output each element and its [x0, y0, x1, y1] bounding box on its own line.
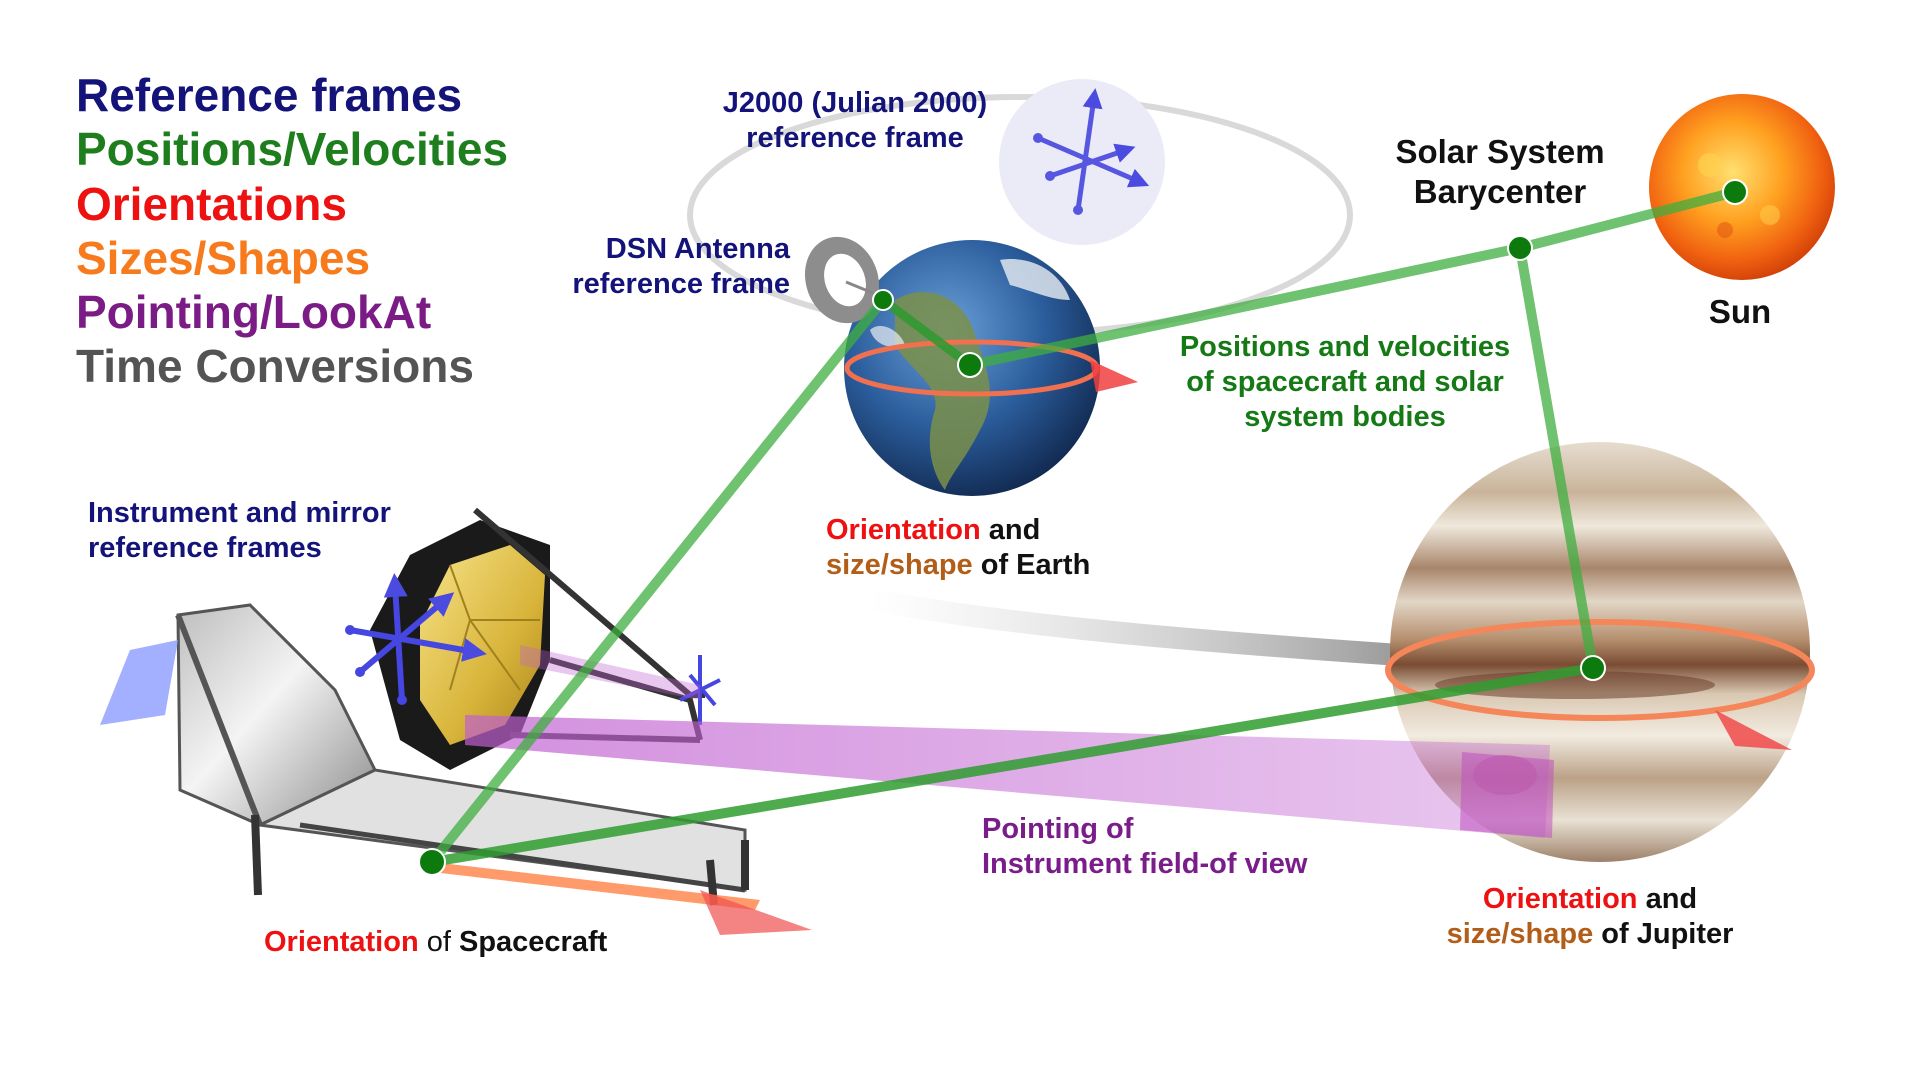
earth-orientation-ring — [844, 339, 1138, 397]
j2000-label-line1: J2000 (Julian 2000) — [722, 87, 988, 119]
positions-velocities-label: Positions and velocities of spacecraft a… — [1135, 330, 1555, 434]
node-barycenter — [1507, 235, 1533, 261]
posvel-line1: Positions and velocities — [1179, 331, 1511, 363]
node-earth — [957, 352, 983, 378]
earth-orientation-label: Orientation and size/shape of Earth — [826, 513, 1090, 583]
spacecraft-name: Spacecraft — [458, 926, 608, 958]
pointing-beam — [465, 715, 1550, 838]
pointing-footprint — [1460, 752, 1554, 838]
legend-pointing-lookat: Pointing/LookAt — [76, 286, 432, 338]
earth-orientation-line2: size/shape of Earth — [826, 548, 1090, 583]
barycenter-label: Solar System Barycenter — [1360, 132, 1640, 211]
legend-time-conversions: Time Conversions — [76, 340, 474, 392]
dsn-label: DSN Antenna reference frame — [520, 232, 790, 302]
spacecraft-orientation-word: Orientation — [264, 926, 419, 958]
line-spacecraft-to-dsn — [427, 295, 888, 867]
j2000-frame-icon — [999, 79, 1165, 245]
legend-positions-velocities: Positions/Velocities — [76, 123, 509, 175]
instrument-frame-arrows — [345, 573, 721, 725]
j2000-label: J2000 (Julian 2000) reference frame — [700, 86, 1010, 156]
j2000-label-line2: reference frame — [746, 121, 964, 154]
dsn-antenna-icon — [804, 236, 886, 324]
jupiter-and-word: and — [1637, 883, 1698, 915]
instrument-label: Instrument and mirror reference frames — [88, 496, 391, 566]
position-lines — [427, 187, 1740, 867]
spacecraft-sunshield — [100, 603, 749, 906]
instrument-label-line1: Instrument and mirror — [88, 497, 391, 529]
barycenter-label-line1: Solar System — [1395, 133, 1605, 170]
spacecraft-orientation-arrow — [432, 862, 812, 935]
node-dsn — [872, 289, 894, 311]
node-jupiter — [1580, 655, 1606, 681]
jupiter-size-word: size/shape — [1446, 917, 1594, 950]
jupiter-orientation-line2: size/shape of Jupiter — [1400, 917, 1780, 952]
jupiter-of-word: of Jupiter — [1593, 917, 1734, 950]
earth-of-word: of Earth — [972, 548, 1091, 581]
barycenter-label-line2: Barycenter — [1413, 172, 1587, 210]
jupiter-orientation-word: Orientation — [1482, 883, 1638, 915]
line-dsn-to-earth-center — [878, 295, 975, 370]
legend-reference-frames: Reference frames — [76, 69, 463, 121]
sun-label: Sun — [1708, 293, 1772, 330]
earth-orientation-line1: Orientation and — [826, 513, 1090, 548]
pointing-label-line1: Pointing of — [982, 813, 1134, 845]
spacecraft-orientation-label: Orientation of Spacecraft — [264, 925, 607, 960]
node-sun — [1722, 179, 1748, 205]
spacecraft-of-word: of — [418, 926, 459, 958]
line-earth-to-barycenter — [965, 243, 1525, 370]
pointing-label: Pointing of Instrument field-of view — [982, 812, 1307, 882]
jupiter-orientation-line1: Orientation and — [1400, 882, 1780, 917]
earth-and-word: and — [980, 514, 1041, 546]
jupiter-orientation-label: Orientation and size/shape of Jupiter — [1400, 882, 1780, 952]
line-spacecraft-to-jupiter — [427, 663, 1598, 867]
pointing-beam-secondary — [520, 645, 700, 700]
jupiter-orientation-ring — [1385, 619, 1815, 750]
dsn-label-line2: reference frame — [572, 267, 790, 300]
jupiter-trail — [859, 589, 1411, 666]
legend-sizes-shapes: Sizes/Shapes — [76, 232, 371, 284]
legend-orientations: Orientations — [76, 178, 347, 230]
line-barycenter-to-sun — [1515, 187, 1740, 253]
dsn-label-line1: DSN Antenna — [605, 233, 790, 265]
position-nodes — [418, 179, 1748, 876]
posvel-line2: of spacecraft and solar — [1186, 365, 1504, 398]
earth-orientation-word: Orientation — [826, 514, 981, 546]
line-barycenter-to-jupiter — [1515, 243, 1598, 673]
instrument-label-line2: reference frames — [88, 531, 322, 564]
pointing-label-line2: Instrument field-of view — [982, 847, 1308, 880]
earth-size-word: size/shape — [826, 548, 973, 581]
posvel-line3: system bodies — [1244, 400, 1446, 433]
node-spacecraft — [418, 848, 446, 876]
